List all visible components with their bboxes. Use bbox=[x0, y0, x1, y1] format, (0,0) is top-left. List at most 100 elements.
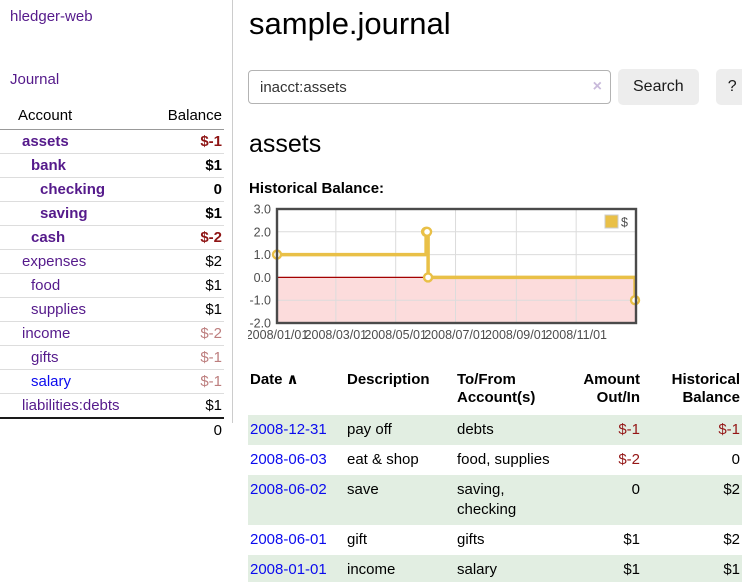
register-header-row: Date ∧ Description To/From Account(s) Amo… bbox=[248, 367, 742, 415]
transaction-amount: $-2 bbox=[618, 451, 640, 468]
account-link-salary[interactable]: salary bbox=[31, 373, 72, 390]
account-link-bank[interactable]: bank bbox=[31, 157, 67, 174]
account-balance: $1 bbox=[152, 201, 224, 226]
svg-text:3.0: 3.0 bbox=[254, 204, 271, 217]
account-balance: $-2 bbox=[152, 321, 224, 346]
account-row: liabilities:debts $1 bbox=[0, 393, 224, 419]
transaction-amount: 0 bbox=[631, 481, 640, 498]
svg-text:2008/07/01: 2008/07/01 bbox=[424, 328, 487, 342]
svg-text:$: $ bbox=[621, 216, 628, 230]
account-row: assets $-1 bbox=[0, 129, 224, 154]
register-row: 2008-12-31 pay off debts $-1 $-1 bbox=[248, 415, 742, 445]
chart-label: Historical Balance: bbox=[249, 180, 385, 197]
account-row: food $1 bbox=[0, 273, 224, 298]
account-link-expenses[interactable]: expenses bbox=[22, 253, 87, 270]
transaction-description: gift bbox=[347, 531, 368, 548]
svg-text:0.0: 0.0 bbox=[254, 271, 271, 285]
column-header-accounts: To/From Account(s) bbox=[457, 371, 536, 406]
accounts-total: 0 bbox=[152, 417, 224, 442]
main-content: sample.journal × Search ? assets Histori… bbox=[248, 0, 742, 582]
svg-text:1.0: 1.0 bbox=[254, 248, 271, 262]
account-link-saving[interactable]: saving bbox=[40, 205, 88, 222]
account-row: gifts $-1 bbox=[0, 345, 224, 370]
svg-text:-1.0: -1.0 bbox=[249, 294, 271, 308]
account-title: assets bbox=[249, 130, 322, 158]
account-link-gifts[interactable]: gifts bbox=[31, 349, 59, 366]
account-row: expenses $2 bbox=[0, 249, 224, 274]
transaction-description: eat & shop bbox=[347, 451, 419, 468]
account-link-liabilities-debts[interactable]: liabilities:debts bbox=[22, 397, 120, 414]
account-balance: $-2 bbox=[152, 225, 224, 250]
chart-svg: 3.0 2.0 1.0 0.0 -1.0 -2.02008/01/012008/03/01… bbox=[248, 204, 641, 342]
transaction-amount: $-1 bbox=[618, 421, 640, 438]
account-balance: $-1 bbox=[152, 369, 224, 394]
account-balance: $-1 bbox=[152, 345, 224, 370]
account-balance: $1 bbox=[152, 273, 224, 298]
svg-text:2008/05/01: 2008/05/01 bbox=[364, 328, 427, 342]
transaction-balance: $-1 bbox=[718, 421, 740, 438]
transaction-description: pay off bbox=[347, 421, 392, 438]
accounts-table: Account Balance assets $-1 bank $1 check… bbox=[0, 103, 224, 442]
account-balance: $-1 bbox=[152, 129, 224, 154]
svg-text:2.0: 2.0 bbox=[254, 225, 271, 239]
register-table: Date ∧ Description To/From Account(s) Amo… bbox=[248, 367, 742, 582]
column-header-date[interactable]: Date ∧ bbox=[250, 371, 299, 388]
help-button[interactable]: ? bbox=[715, 69, 742, 105]
account-link-food[interactable]: food bbox=[31, 277, 61, 294]
account-row: saving $1 bbox=[0, 201, 224, 226]
svg-text:2008/03/01: 2008/03/01 bbox=[305, 328, 368, 342]
account-balance: $1 bbox=[152, 297, 224, 322]
svg-text:2008/01/01: 2008/01/01 bbox=[248, 328, 308, 342]
accounts-header-row: Account Balance bbox=[0, 103, 224, 130]
column-header-balance: Historical Balance bbox=[671, 371, 740, 406]
account-balance: $2 bbox=[152, 249, 224, 274]
transaction-date-link[interactable]: 2008-06-01 bbox=[250, 531, 327, 548]
search-form: × Search ? bbox=[248, 69, 742, 105]
sidebar-divider bbox=[232, 0, 233, 423]
account-link-income[interactable]: income bbox=[22, 325, 71, 342]
transaction-date-link[interactable]: 2008-06-02 bbox=[250, 481, 327, 498]
register-row: 2008-01-01 income salary $1 $1 bbox=[248, 555, 742, 582]
account-link-supplies[interactable]: supplies bbox=[31, 301, 87, 318]
transaction-balance: 0 bbox=[731, 451, 740, 468]
transaction-balance: $2 bbox=[723, 481, 740, 498]
accounts-header-account: Account bbox=[0, 103, 153, 130]
transaction-description: income bbox=[347, 561, 396, 578]
transaction-amount: $1 bbox=[623, 531, 640, 548]
register-row: 2008-06-02 save saving, checking 0 $2 bbox=[248, 475, 742, 525]
column-header-amount: Amount Out/In bbox=[583, 371, 640, 406]
account-link-cash[interactable]: cash bbox=[31, 229, 66, 246]
transaction-amount: $1 bbox=[623, 561, 640, 578]
transaction-date-link[interactable]: 2008-01-01 bbox=[250, 561, 327, 578]
account-balance: 0 bbox=[152, 177, 224, 202]
transaction-accounts: gifts bbox=[457, 531, 485, 548]
account-row: salary $-1 bbox=[0, 369, 224, 394]
transaction-balance: $1 bbox=[723, 561, 740, 578]
column-header-description: Description bbox=[347, 371, 430, 388]
search-input[interactable] bbox=[248, 70, 611, 104]
account-balance: $1 bbox=[152, 393, 224, 419]
register-row: 2008-06-03 eat & shop food, supplies $-2… bbox=[248, 445, 742, 475]
transaction-accounts: debts bbox=[457, 421, 494, 438]
account-row: checking 0 bbox=[0, 177, 224, 202]
transaction-balance: $2 bbox=[723, 531, 740, 548]
transaction-date-link[interactable]: 2008-06-03 bbox=[250, 451, 327, 468]
search-box: × bbox=[248, 70, 611, 104]
historical-balance-chart: 3.0 2.0 1.0 0.0 -1.0 -2.0 2008/01/01 2008/03/01… bbox=[248, 204, 742, 344]
sidebar: hledger-web Journal Account Balance asse… bbox=[0, 0, 233, 442]
account-link-assets[interactable]: assets bbox=[22, 133, 69, 150]
svg-text:2008/11/01: 2008/11/01 bbox=[545, 328, 607, 342]
search-button[interactable]: Search bbox=[618, 69, 699, 105]
account-row: bank $1 bbox=[0, 153, 224, 178]
page-title: sample.journal bbox=[249, 6, 451, 41]
clear-search-icon[interactable]: × bbox=[592, 78, 602, 95]
brand-link[interactable]: hledger-web bbox=[10, 8, 93, 25]
transaction-date-link[interactable]: 2008-12-31 bbox=[250, 421, 327, 438]
sidebar-item-journal[interactable]: Journal bbox=[10, 71, 60, 88]
account-link-checking[interactable]: checking bbox=[40, 181, 106, 198]
transaction-accounts: food, supplies bbox=[457, 451, 550, 468]
accounts-total-row: 0 bbox=[0, 417, 224, 442]
register-row: 2008-06-01 gift gifts $1 $2 bbox=[248, 525, 742, 555]
account-balance: $1 bbox=[152, 153, 224, 178]
